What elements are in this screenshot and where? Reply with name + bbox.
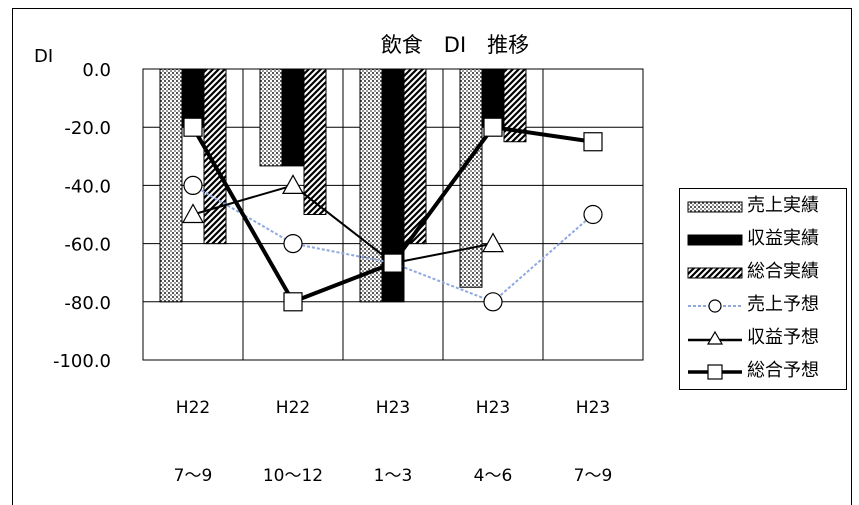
- y-tick-label: 0.0: [82, 60, 111, 81]
- bar: [159, 68, 183, 303]
- x-tick-label: 10〜12: [263, 466, 323, 486]
- y-tick-label: -60.0: [64, 235, 111, 256]
- x-tick-label: 4〜6: [474, 466, 513, 486]
- y-tick-label: -40.0: [64, 176, 111, 197]
- point-marker: [483, 117, 503, 137]
- x-tick-label: H23: [476, 398, 510, 418]
- legend-item-profit-forecast: 収益予想: [680, 324, 846, 354]
- y-axis-label: DI: [34, 46, 53, 67]
- legend-label: 収益予想: [747, 327, 819, 348]
- legend-item-overall-forecast: 総合予想: [680, 357, 846, 387]
- legend-label: 総合実績: [747, 261, 819, 282]
- line-group: [181, 117, 603, 312]
- legend-item-sales-actual: 売上実績: [680, 192, 846, 222]
- bar-group: [159, 68, 527, 303]
- bar: [259, 68, 283, 167]
- point-marker: [283, 292, 303, 312]
- point-marker: [483, 292, 503, 312]
- x-tick-label: H23: [376, 398, 410, 418]
- legend-label: 売上予想: [747, 294, 819, 315]
- x-tick-label: H22: [176, 398, 210, 418]
- legend-label: 総合予想: [747, 360, 819, 381]
- point-marker: [383, 253, 403, 273]
- y-tick-label: -80.0: [64, 293, 111, 314]
- x-tick-labels: H22 7〜9 H22 10〜12 H23 1〜3 H23 4〜6 H23 7〜9: [174, 398, 613, 486]
- chart-frame: [12, 8, 852, 505]
- point-marker: [583, 132, 603, 152]
- bar: [281, 68, 305, 167]
- point-marker: [183, 175, 203, 195]
- y-tick-labels: 0.0 -20.0 -40.0 -60.0 -80.0 -100.0: [53, 60, 111, 372]
- x-tick-label: 7〜9: [574, 466, 613, 486]
- legend-label: 収益実績: [747, 228, 819, 249]
- chart-title: 飲食 DI 推移: [381, 33, 529, 57]
- point-marker: [583, 204, 603, 225]
- legend: 売上実績 収益実績 総合実績 売上予想 収益予想 総合予想: [679, 188, 847, 390]
- bar: [403, 68, 427, 245]
- bar: [303, 68, 327, 215]
- point-marker: [181, 203, 205, 224]
- legend-item-sales-forecast: 売上予想: [680, 291, 846, 321]
- y-tick-label: -100.0: [53, 351, 111, 372]
- plot-area-border: [142, 68, 644, 361]
- bar: [203, 68, 227, 245]
- point-marker: [183, 117, 203, 137]
- series-line: [192, 184, 494, 265]
- x-tick-label: H22: [276, 398, 310, 418]
- legend-label: 売上実績: [747, 195, 819, 216]
- point-marker: [481, 232, 505, 253]
- point-marker: [283, 234, 303, 254]
- plot-border: [142, 68, 644, 361]
- point-marker: [281, 174, 305, 194]
- legend-item-profit-actual: 収益実績: [680, 225, 846, 255]
- legend-item-overall-actual: 総合実績: [680, 258, 846, 288]
- x-tick-label: 1〜3: [374, 466, 413, 486]
- x-tick-label: 7〜9: [174, 466, 213, 486]
- bar: [459, 68, 483, 288]
- y-tick-label: -20.0: [64, 118, 111, 139]
- x-tick-label: H23: [576, 398, 610, 418]
